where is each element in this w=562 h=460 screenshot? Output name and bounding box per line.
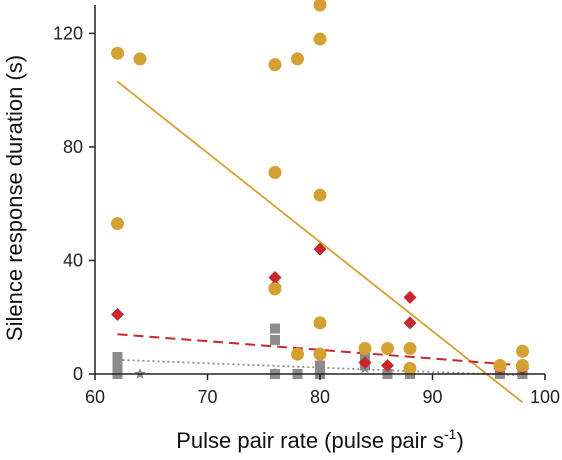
x-axis-title-text: Pulse pair rate (pulse pair s (176, 428, 444, 453)
circle-point (111, 217, 124, 231)
y-tick-label: 0 (73, 364, 83, 384)
square-point (270, 323, 280, 334)
circle-point (381, 341, 394, 355)
ticks: 60 70 80 90 100 0 40 80 120 (53, 23, 560, 407)
circle-point (403, 361, 417, 375)
diamond-point (358, 356, 372, 370)
circle-point (313, 188, 327, 202)
x-tick-label: 90 (422, 387, 442, 407)
x-tick-label: 80 (310, 387, 330, 407)
circle-point (133, 52, 147, 66)
trend-line-dashed (117, 333, 523, 367)
diamond-point (381, 358, 394, 372)
trend-lines (116, 80, 524, 404)
circle-point (111, 46, 124, 60)
circle-point (268, 165, 282, 179)
square-point (270, 334, 280, 345)
y-tick-label: 40 (63, 250, 83, 270)
circle-point (403, 341, 417, 355)
circle-point (268, 58, 282, 72)
circle-point (313, 32, 327, 46)
circle-point (516, 344, 529, 358)
trend-line-solid (116, 80, 524, 404)
diamond-point (403, 290, 417, 304)
x-tick-label: 60 (85, 387, 105, 407)
diamond-point (111, 307, 124, 321)
circle-point (313, 0, 327, 12)
circle-point (313, 316, 327, 330)
y-axis-title: Silence response duration (s) (2, 55, 27, 341)
y-tick-label: 120 (53, 23, 83, 43)
x-axis-title: Pulse pair rate (pulse pair s-1) (176, 426, 464, 453)
y-tick-label: 80 (63, 137, 83, 157)
square-point (112, 360, 123, 371)
circle-point (291, 52, 304, 66)
diamond-point (403, 316, 417, 330)
square-point (112, 351, 123, 362)
x-axis-title-suffix: ) (456, 428, 463, 453)
x-axis-title-superscript: -1 (444, 426, 457, 442)
circle-point (358, 341, 372, 355)
x-tick-label: 100 (530, 387, 560, 407)
diamond-point (313, 242, 327, 256)
x-tick-label: 70 (197, 387, 217, 407)
data-points (111, 0, 529, 379)
circle-point (291, 347, 304, 361)
circle-point (516, 358, 529, 372)
diamond-point (268, 270, 282, 284)
star-point (111, 366, 124, 378)
circle-point (268, 282, 282, 296)
circle-point (493, 358, 507, 372)
circle-point (313, 347, 327, 361)
